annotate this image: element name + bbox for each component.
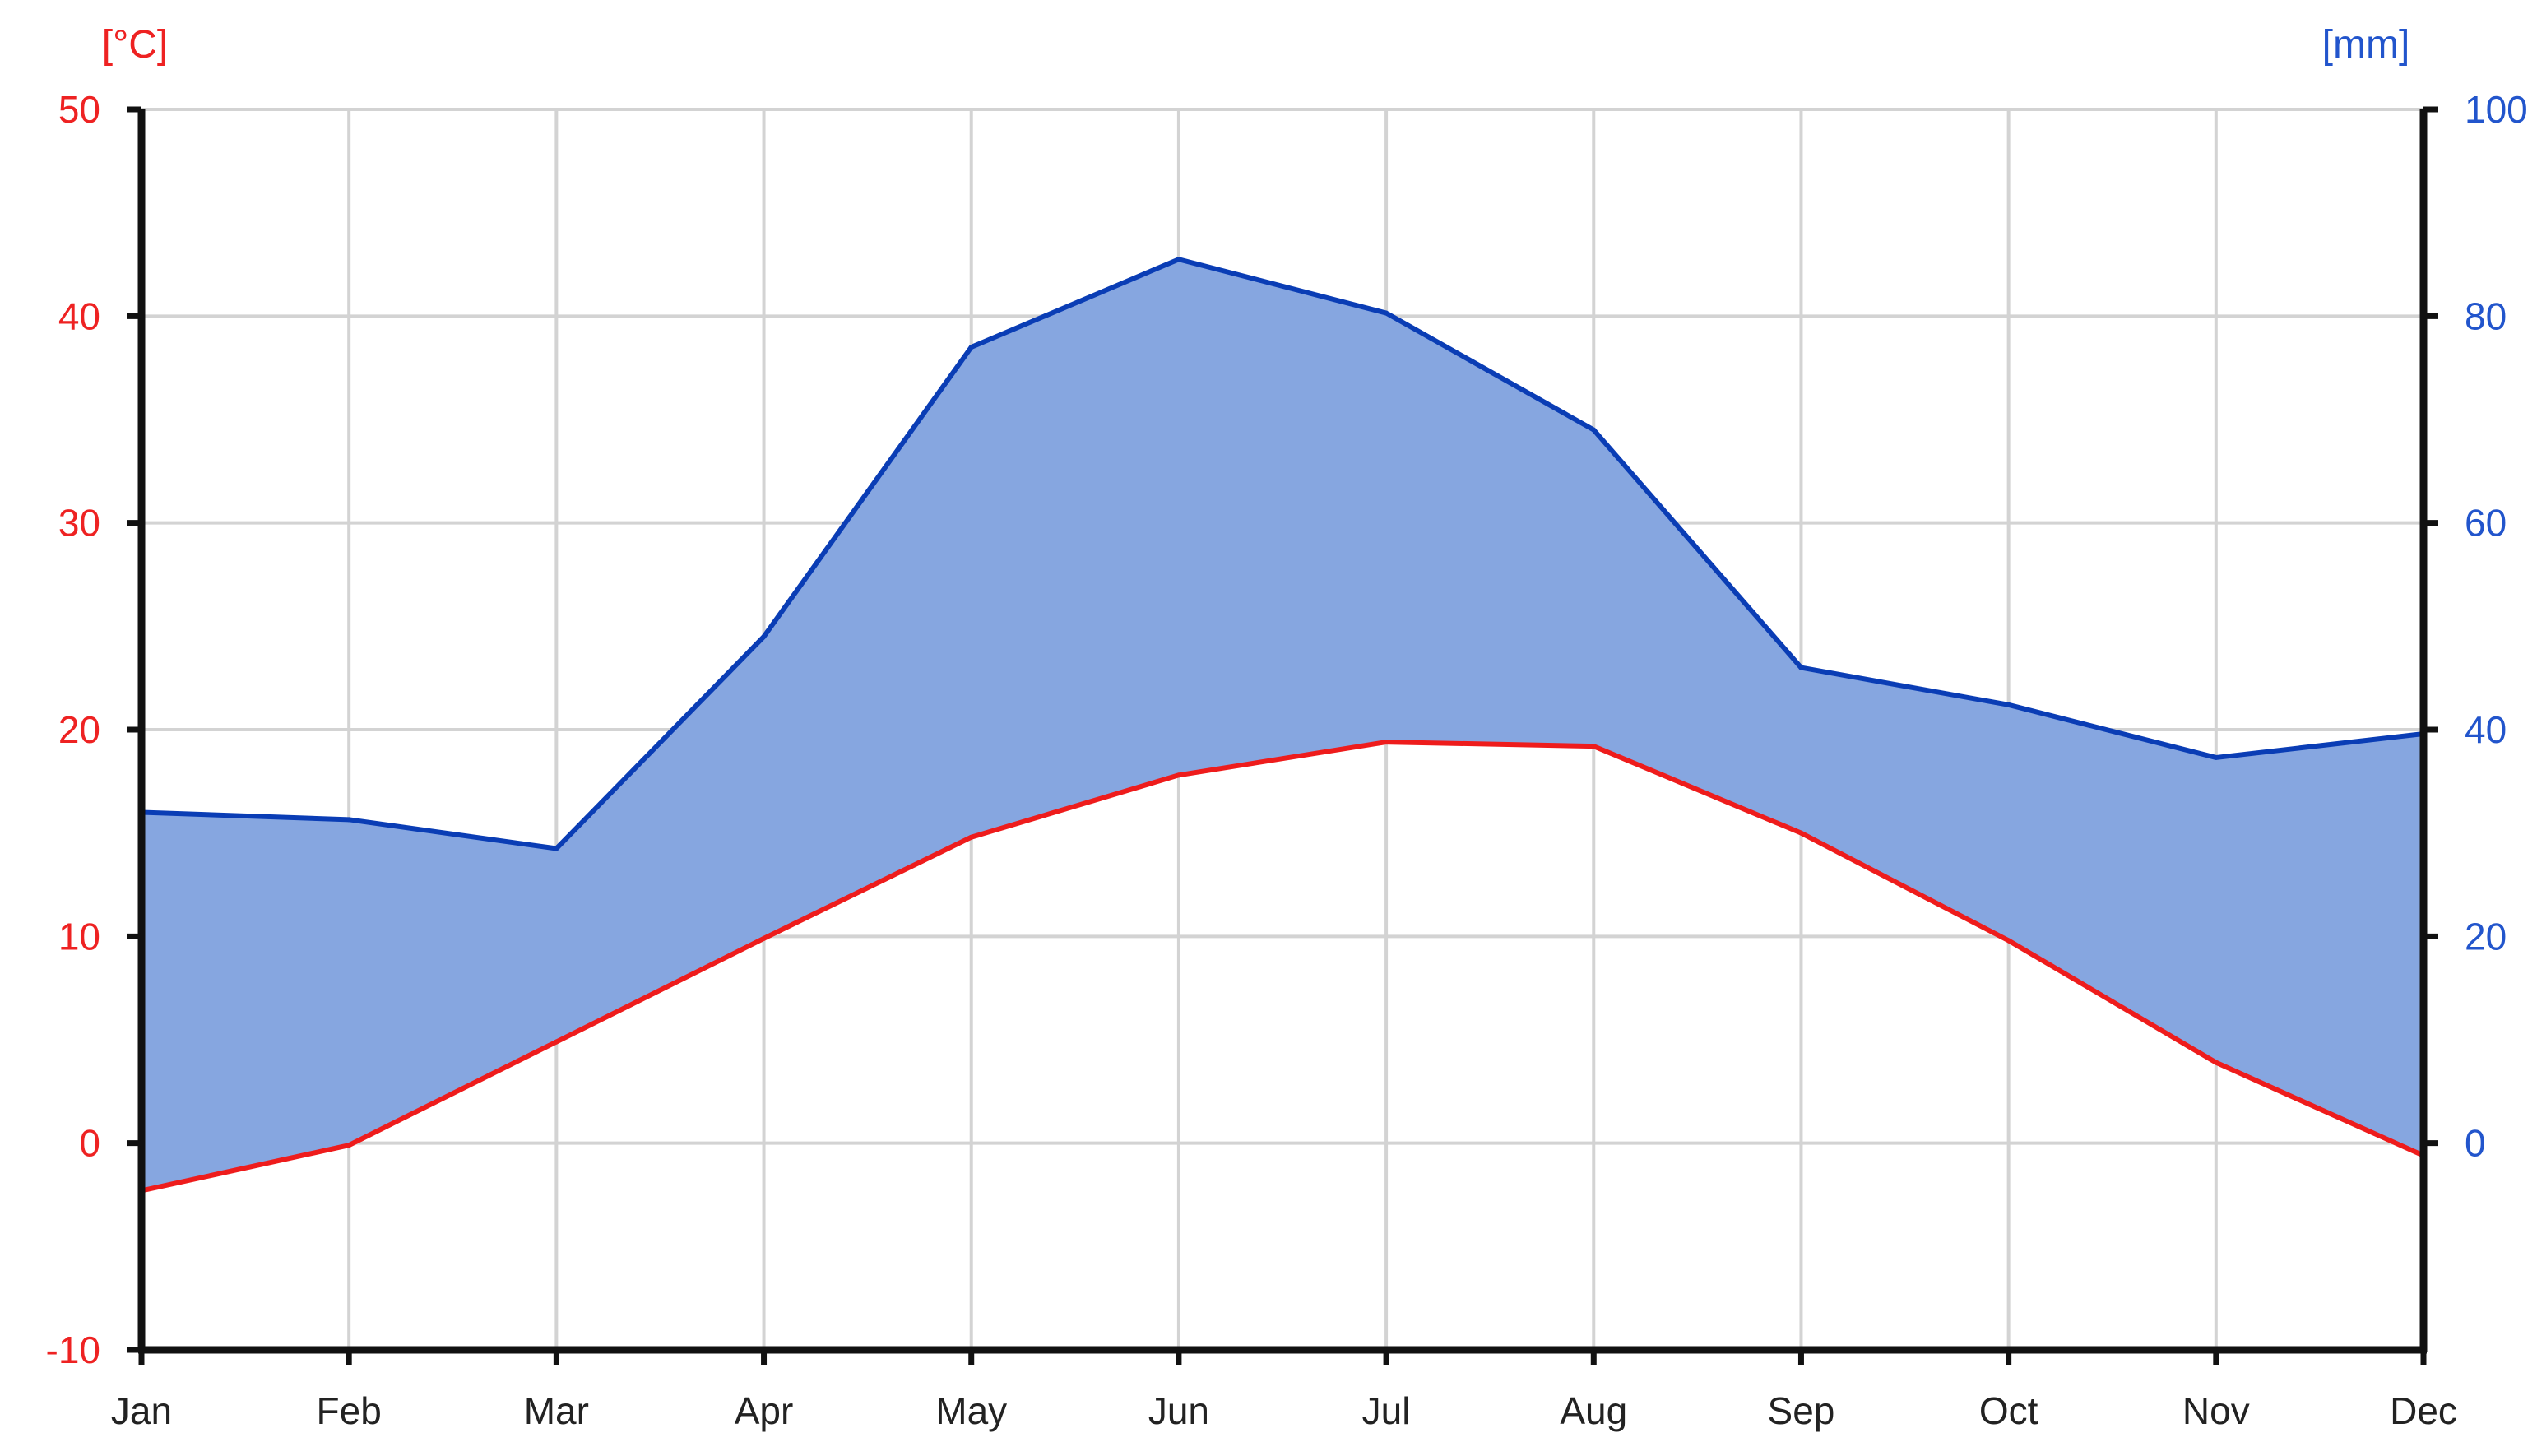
- precipitation-point: [1176, 257, 1181, 262]
- left-tick-label: 30: [58, 502, 100, 545]
- temperature-point: [1798, 830, 1804, 836]
- temperature-point: [2213, 1060, 2219, 1065]
- x-tick-label: Sep: [1768, 1389, 1835, 1432]
- precipitation-line: [139, 257, 2426, 851]
- left-tick-label: 50: [58, 88, 100, 131]
- x-tick-label: Oct: [1979, 1389, 2038, 1432]
- left-tick-label: 40: [58, 294, 100, 337]
- right-tick-label: 100: [2465, 88, 2528, 131]
- x-tick-label: Nov: [2182, 1389, 2250, 1432]
- x-tick-label: May: [935, 1389, 1007, 1432]
- right-tick-label: 80: [2465, 294, 2507, 337]
- x-tick-label: Jan: [111, 1389, 172, 1432]
- x-tick-label: Feb: [317, 1389, 382, 1432]
- precipitation-point: [761, 633, 767, 639]
- temperature-point: [2006, 938, 2011, 944]
- temperature-point: [1176, 772, 1181, 778]
- precipitation-point: [1384, 310, 1389, 316]
- right-tick-label: 40: [2465, 708, 2507, 751]
- temperature-line: [139, 740, 2426, 1194]
- x-tick-label: Jul: [1362, 1389, 1411, 1432]
- precipitation-area-layer: [141, 259, 2423, 1191]
- tick-labels: -10 0 10 20 30 40 50 0 20 40 60 80 100 Jan Feb Mar Apr Ma…: [46, 23, 2528, 1432]
- precipitation-point: [346, 817, 352, 823]
- precipitation-point: [1591, 427, 1597, 433]
- left-tick-label: -10: [46, 1328, 100, 1371]
- precipitation-area: [141, 259, 2423, 1191]
- left-tick-label: 10: [58, 915, 100, 958]
- temperature-point: [554, 1039, 559, 1045]
- axes: [127, 106, 2438, 1365]
- x-tick-label: Dec: [2390, 1389, 2457, 1432]
- temperature-point: [968, 834, 974, 840]
- temperature-point: [346, 1143, 352, 1148]
- precipitation-point: [2006, 702, 2011, 707]
- x-tick-label: Apr: [735, 1389, 794, 1432]
- x-tick-label: Mar: [524, 1389, 589, 1432]
- right-tick-label: 0: [2465, 1122, 2486, 1165]
- right-tick-label: 60: [2465, 502, 2507, 545]
- precipitation-point: [968, 345, 974, 350]
- temperature-point: [761, 935, 767, 941]
- right-axis-unit: [mm]: [2322, 23, 2410, 67]
- temperature-point: [1591, 744, 1597, 749]
- left-tick-label: 0: [79, 1122, 100, 1165]
- precipitation-point: [2213, 754, 2219, 760]
- right-tick-label: 20: [2465, 915, 2507, 958]
- left-tick-label: 20: [58, 708, 100, 751]
- x-tick-label: Jun: [1148, 1389, 1209, 1432]
- x-tick-label: Aug: [1560, 1389, 1627, 1432]
- precipitation-point: [554, 846, 559, 851]
- temperature-point: [1384, 740, 1389, 745]
- left-axis-unit: [°C]: [102, 23, 169, 67]
- precipitation-point: [1798, 665, 1804, 670]
